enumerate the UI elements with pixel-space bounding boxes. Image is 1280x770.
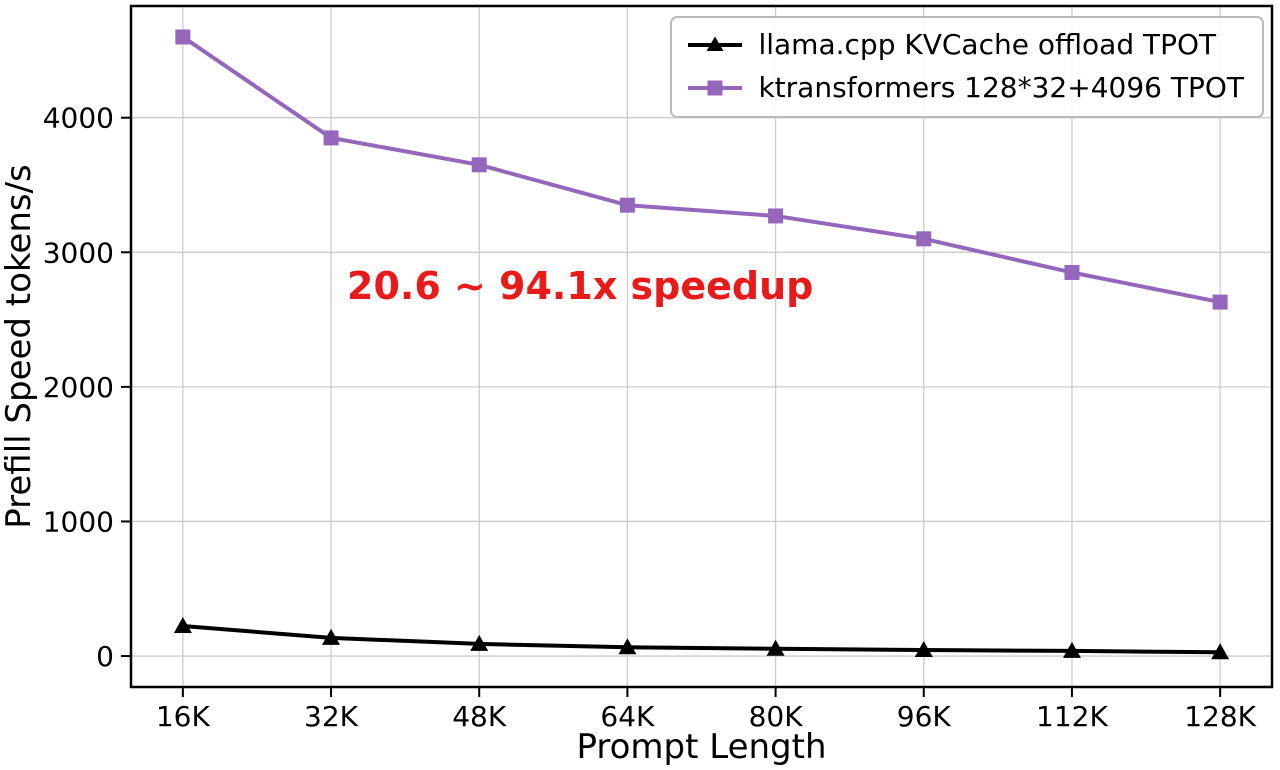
legend-label-ktransformers: ktransformers 128*32+4096 TPOT (758, 71, 1244, 104)
svg-text:4000: 4000 (43, 102, 114, 135)
svg-text:0: 0 (96, 640, 114, 673)
line-triangle-marker-icon (688, 36, 743, 51)
svg-text:32K: 32K (304, 700, 359, 733)
line-square-marker-icon (688, 80, 743, 95)
svg-text:80K: 80K (749, 700, 804, 733)
legend-item-llamacpp: llama.cpp KVCache offload TPOT (686, 28, 1244, 61)
svg-text:3000: 3000 (43, 236, 114, 269)
svg-text:16K: 16K (156, 700, 211, 733)
svg-text:Prefill Speed tokens/s: Prefill Speed tokens/s (0, 164, 39, 529)
legend-label-llamacpp: llama.cpp KVCache offload TPOT (758, 28, 1217, 61)
legend: llama.cpp KVCache offload TPOT ktransfor… (670, 16, 1264, 118)
svg-text:1000: 1000 (43, 505, 114, 538)
svg-text:112K: 112K (1036, 700, 1108, 733)
svg-text:48K: 48K (452, 700, 507, 733)
svg-text:128K: 128K (1184, 700, 1256, 733)
svg-text:Prompt Length: Prompt Length (576, 727, 826, 767)
speedup-annotation: 20.6 ~ 94.1x speedup (347, 264, 814, 308)
svg-text:96K: 96K (897, 700, 952, 733)
svg-text:64K: 64K (600, 700, 655, 733)
legend-item-ktransformers: ktransformers 128*32+4096 TPOT (686, 71, 1244, 104)
svg-text:2000: 2000 (43, 371, 114, 404)
